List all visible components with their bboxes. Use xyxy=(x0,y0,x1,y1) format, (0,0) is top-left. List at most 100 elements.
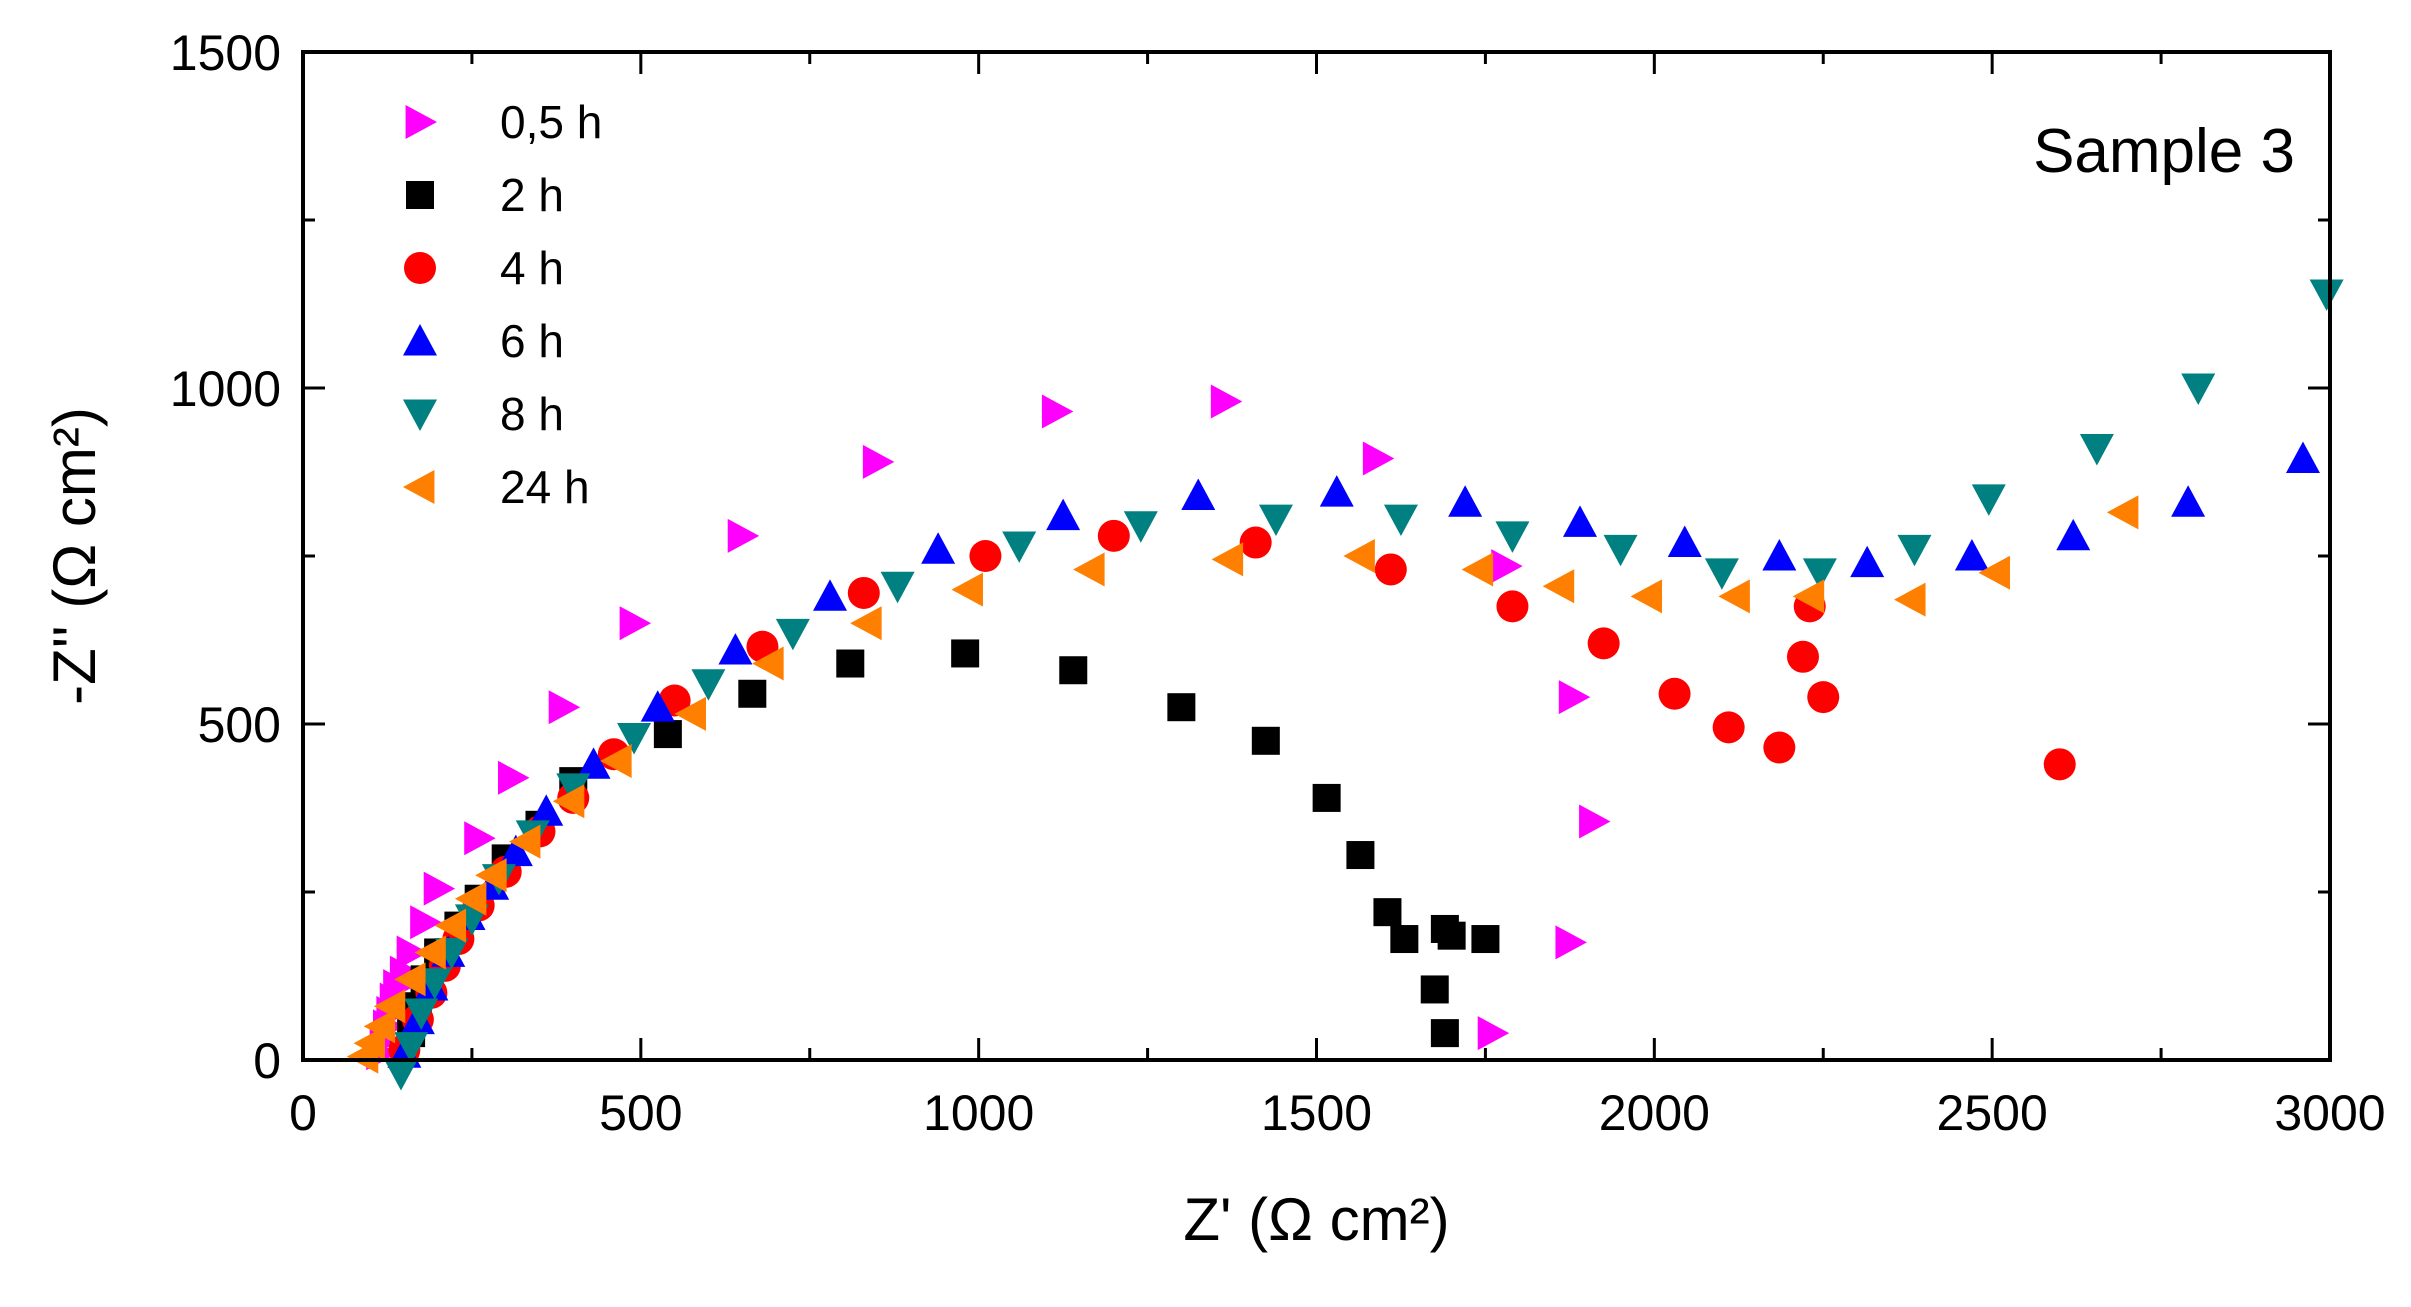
data-point xyxy=(2043,748,2076,781)
data-point xyxy=(1718,579,1750,614)
data-point xyxy=(1461,552,1494,587)
data-point xyxy=(576,747,611,779)
data-point xyxy=(1471,925,1500,954)
data-point xyxy=(404,998,439,1030)
data-point xyxy=(951,639,980,668)
data-point xyxy=(951,572,983,607)
data-point xyxy=(417,968,452,1000)
data-point xyxy=(1251,726,1280,755)
data-point xyxy=(548,690,581,725)
data-point xyxy=(552,784,585,819)
data-point xyxy=(1667,525,1702,558)
legend-marker-icon xyxy=(405,105,437,139)
data-point xyxy=(1167,693,1196,722)
data-point xyxy=(1971,484,2006,516)
data-point xyxy=(1704,558,1739,590)
legend-marker-icon xyxy=(404,252,436,284)
data-point xyxy=(847,576,880,609)
data-point xyxy=(498,760,530,795)
data-point xyxy=(410,905,442,940)
data-point xyxy=(1542,569,1575,604)
data-point xyxy=(454,881,487,916)
data-point xyxy=(1383,504,1418,537)
data-point xyxy=(862,444,895,479)
data-point xyxy=(1897,534,1932,567)
data-point xyxy=(718,633,753,665)
data-point xyxy=(1312,783,1341,812)
data-point xyxy=(1495,521,1530,553)
data-point xyxy=(1978,555,2010,590)
data-point xyxy=(1491,549,1523,584)
data-point xyxy=(1046,498,1081,531)
data-point xyxy=(1390,925,1419,954)
data-point xyxy=(850,606,882,641)
legend: 0,5 h 2 h 4 h 6 h 8 h 24 h xyxy=(403,96,602,513)
data-point xyxy=(1258,504,1293,537)
data-point xyxy=(1587,627,1620,660)
data-point xyxy=(1437,921,1466,950)
y-axis-title: -Z'' (Ω cm²) xyxy=(41,407,108,705)
legend-label: 8 h xyxy=(500,388,564,440)
data-point xyxy=(1496,590,1529,623)
data-point xyxy=(508,824,541,859)
data-point xyxy=(836,649,865,678)
plot-frame xyxy=(301,50,2332,1062)
data-point xyxy=(600,743,632,778)
data-point xyxy=(1558,680,1591,715)
data-point xyxy=(2285,441,2320,474)
data-point xyxy=(1181,478,1216,510)
data-point xyxy=(394,962,426,997)
data-point xyxy=(619,606,652,641)
legend-marker-icon xyxy=(403,470,435,504)
x-tick-label: 2500 xyxy=(1937,1085,2048,1141)
data-point xyxy=(738,679,767,708)
legend-label: 4 h xyxy=(500,242,564,294)
legend-label: 6 h xyxy=(500,315,564,367)
data-point xyxy=(1954,539,1989,571)
data-point xyxy=(1002,531,1037,563)
data-point xyxy=(2106,495,2139,530)
data-point xyxy=(1319,475,1354,507)
x-axis-title: Z' (Ω cm²) xyxy=(1183,1186,1449,1253)
x-tick-label: 3000 xyxy=(2274,1085,2385,1141)
legend-marker-icon xyxy=(406,181,434,209)
data-point xyxy=(1630,579,1663,614)
data-point xyxy=(640,690,675,722)
data-point xyxy=(1763,731,1796,764)
y-tick-label: 500 xyxy=(198,697,281,753)
data-point xyxy=(727,518,760,553)
data-point xyxy=(2056,518,2091,551)
data-point xyxy=(394,1032,429,1064)
data-point xyxy=(423,871,456,906)
series-5 xyxy=(346,495,2139,1074)
data-point xyxy=(1712,711,1745,744)
data-point xyxy=(1792,579,1825,614)
data-point xyxy=(1041,394,1074,429)
axis-ticks: 0 500 1000 1500 2000 2500 3000 0 500 1000 1500 xyxy=(170,25,2386,1141)
legend-label: 0,5 h xyxy=(500,96,602,148)
data-point xyxy=(674,696,706,731)
series-3 xyxy=(387,441,2320,1068)
data-point xyxy=(1059,656,1088,685)
data-point xyxy=(396,935,429,970)
sample-annotation: Sample 3 xyxy=(2033,117,2295,186)
legend-marker-icon xyxy=(403,324,437,356)
y-tick-label: 1000 xyxy=(170,361,281,417)
data-point xyxy=(1802,558,1837,590)
data-point xyxy=(475,858,507,893)
data-point xyxy=(363,1009,396,1044)
data-point xyxy=(1073,552,1105,587)
data-point xyxy=(1658,677,1691,710)
data-point xyxy=(1239,526,1272,559)
data-point xyxy=(1123,511,1158,543)
data-point xyxy=(1762,539,1797,571)
y-tick-label: 1500 xyxy=(170,25,281,81)
data-point xyxy=(969,540,1002,572)
data-point xyxy=(921,532,956,564)
data-point xyxy=(1555,925,1587,960)
data-point xyxy=(1430,1019,1459,1048)
data-point xyxy=(1894,582,1926,617)
x-tick-label: 1500 xyxy=(1261,1085,1372,1141)
data-point xyxy=(1374,553,1407,586)
